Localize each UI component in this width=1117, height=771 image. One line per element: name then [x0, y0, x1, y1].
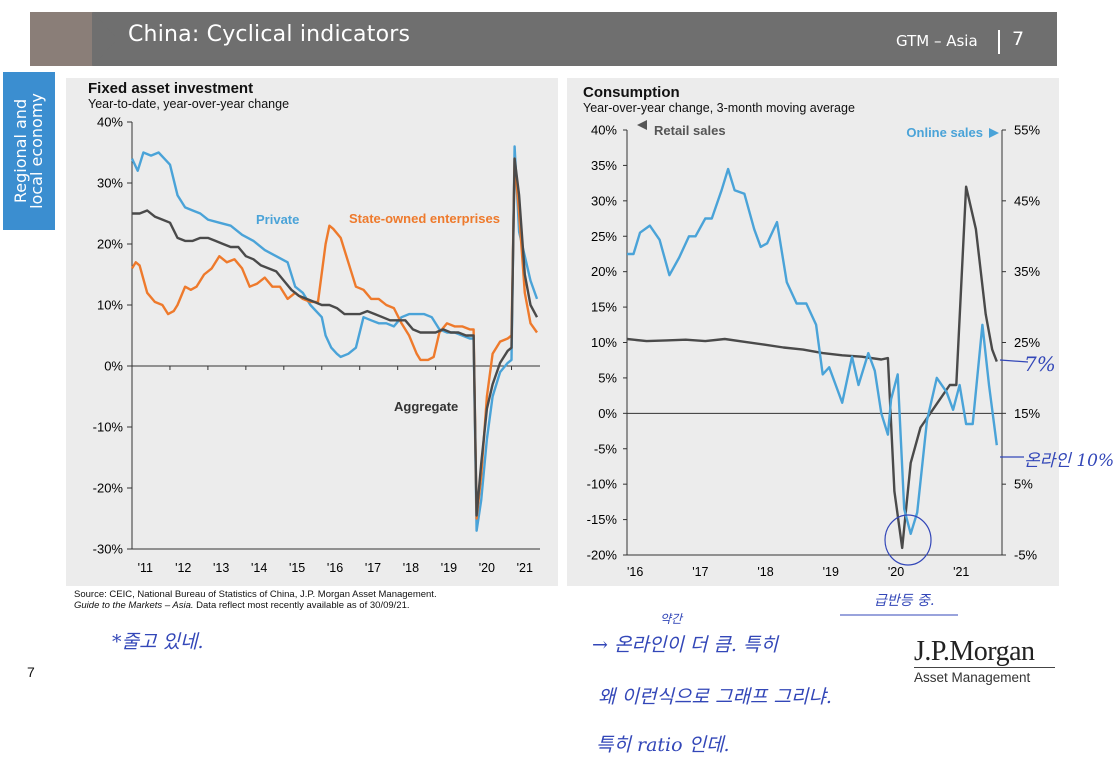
x-tick-label: '16 — [627, 565, 643, 579]
label-soe: State-owned enterprises — [349, 211, 500, 226]
sidebar-tab — [3, 72, 55, 230]
handwritten-note-line1: → 온라인이 더 큼. 특히 — [592, 634, 778, 656]
series-line-retail-sales — [626, 185, 998, 550]
x-tick-label: '18 — [403, 561, 419, 575]
left-y-tick-label: 20% — [591, 264, 617, 279]
left-chart-subtitle: Year-to-date, year-over-year change — [88, 97, 290, 111]
y-tick-label: 20% — [97, 237, 123, 252]
page-number: 7 — [27, 664, 35, 680]
x-tick-label: '16 — [327, 561, 343, 575]
y-tick-label: 0% — [104, 359, 123, 374]
header-page-number: 7 — [1012, 28, 1025, 50]
y-tick-label: -20% — [93, 481, 124, 496]
left-y-tick-label: 15% — [591, 300, 617, 315]
left-y-tick-label: -20% — [587, 548, 618, 563]
series-line-private — [130, 145, 539, 532]
left-chart-title: Fixed asset investment — [88, 80, 254, 97]
left-y-tick-label: 0% — [598, 406, 617, 421]
handwritten-note-online: 온라인 10% — [1024, 451, 1115, 471]
logo-divider — [914, 667, 1055, 668]
x-tick-label: '19 — [823, 565, 839, 579]
x-tick-label: '19 — [441, 561, 457, 575]
x-tick-label: '15 — [289, 561, 305, 575]
jpmorgan-logo: J.P.Morgan — [914, 636, 1035, 667]
series-line-aggregate — [132, 157, 539, 517]
legend-retail-sales: Retail sales — [654, 123, 726, 138]
left-y-tick-label: -15% — [587, 512, 618, 527]
fai-chart: -30% -20% -10% 0% 10% 20% 30% 40% '11 '12 '13 '14 '1… — [93, 115, 540, 575]
handwritten-note-line3: 특히 ratio 인데. — [596, 734, 730, 756]
x-tick-label: '12 — [175, 561, 191, 575]
right-panel-background — [567, 78, 1059, 586]
right-y-tick-label: 35% — [1014, 264, 1040, 279]
source-guide-title: Guide to the Markets – Asia. — [74, 600, 194, 611]
consumption-chart: -20% -15% -10% -5% 0% 5% 10% 15% 20% 25% 30% 35% 40%… — [587, 120, 1040, 579]
right-y-tick-label: 15% — [1014, 406, 1040, 421]
handwritten-note-line2: 왜 이런식으로 그래프 그리냐. — [598, 686, 832, 708]
handwritten-note-left: *줄고 있네. — [112, 631, 204, 653]
right-chart-subtitle: Year-over-year change, 3-month moving av… — [583, 101, 855, 115]
left-y-tick-label: 30% — [591, 193, 617, 208]
section-label: GTM – Asia — [896, 32, 978, 50]
y-tick-label: 40% — [97, 115, 123, 130]
y-tick-label: 10% — [97, 298, 123, 313]
left-y-tick-label: 40% — [591, 123, 617, 138]
label-private: Private — [256, 212, 299, 227]
source-line-2: Data reflect most recently available as … — [193, 600, 410, 611]
source-note: Source: CEIC, National Bureau of Statist… — [74, 589, 437, 611]
right-y-tick-label: 25% — [1014, 335, 1040, 350]
x-tick-label: '18 — [757, 565, 773, 579]
x-tick-label: '14 — [251, 561, 267, 575]
legend-right-arrow-icon — [989, 128, 999, 138]
left-y-tick-label: 35% — [591, 158, 617, 173]
handwritten-circle — [884, 514, 932, 566]
left-y-tick-label: -10% — [587, 477, 618, 492]
handwritten-note-small: 약간 — [660, 612, 683, 626]
header-divider — [998, 30, 1000, 54]
source-line-1: Source: CEIC, National Bureau of Statist… — [74, 589, 437, 600]
x-tick-label: '21 — [953, 565, 969, 579]
y-tick-label: 30% — [97, 176, 123, 191]
page-title: China: Cyclical indicators — [128, 22, 411, 47]
x-tick-label: '17 — [692, 565, 708, 579]
right-y-tick-label: -5% — [1014, 548, 1038, 563]
left-y-tick-label: 5% — [598, 370, 617, 385]
y-tick-label: -10% — [93, 420, 124, 435]
logo-subtitle: Asset Management — [914, 670, 1031, 685]
header-bar — [30, 12, 1057, 66]
x-tick-label: '17 — [365, 561, 381, 575]
left-y-tick-label: 10% — [591, 335, 617, 350]
right-y-tick-label: 5% — [1014, 477, 1033, 492]
handwritten-arrow-7 — [999, 359, 1029, 363]
x-tick-label: '13 — [213, 561, 229, 575]
right-y-tick-label: 55% — [1014, 123, 1040, 138]
left-y-tick-label: 25% — [591, 229, 617, 244]
series-line-online-sales — [627, 167, 998, 535]
x-tick-label: '21 — [517, 561, 533, 575]
x-tick-label: '20 — [479, 561, 495, 575]
y-tick-label: -30% — [93, 542, 124, 557]
right-chart-title: Consumption — [583, 84, 680, 101]
x-tick-label: '20 — [888, 565, 904, 579]
x-tick-label: '11 — [138, 561, 153, 575]
right-y-tick-label: 45% — [1014, 193, 1040, 208]
label-aggregate: Aggregate — [394, 399, 458, 414]
handwritten-note-circle: 급반등 중. — [874, 593, 935, 609]
left-y-tick-label: -5% — [594, 441, 618, 456]
legend-left-arrow-icon — [637, 120, 647, 130]
legend-online-sales: Online sales — [906, 125, 983, 140]
handwritten-note-seven: 7% — [1024, 352, 1056, 376]
